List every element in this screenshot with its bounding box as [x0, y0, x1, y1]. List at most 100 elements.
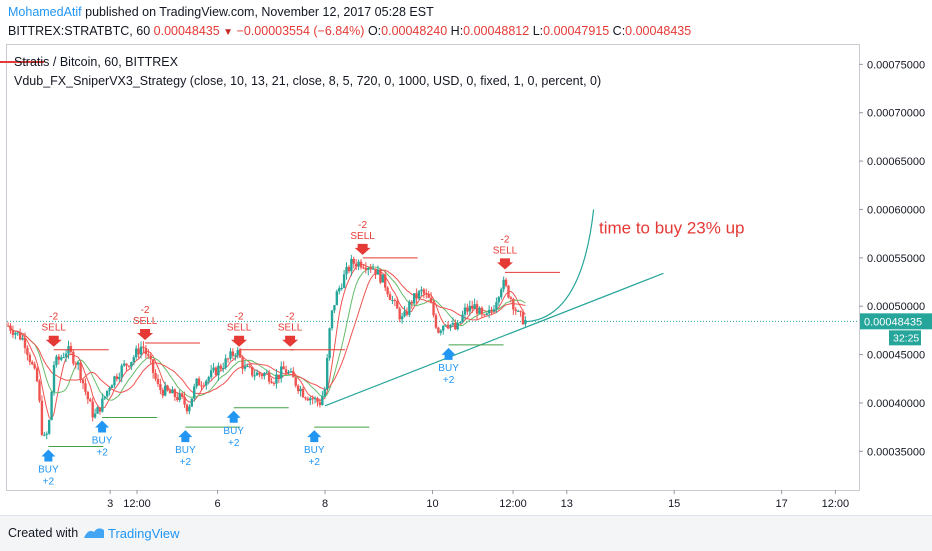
author-link[interactable]: MohamedAtif: [8, 5, 82, 19]
candle-body: [439, 330, 442, 333]
y-tick-label: 0.00065000: [867, 156, 925, 168]
candle-body: [398, 308, 401, 320]
candle-body: [287, 372, 290, 374]
candle-body: [176, 397, 179, 400]
candle-body: [38, 381, 41, 401]
chart-pane[interactable]: [6, 44, 860, 491]
candle-body: [193, 386, 196, 399]
candle-body: [400, 316, 404, 320]
sell-qty-label: -2: [358, 220, 367, 231]
candle-body: [267, 372, 271, 382]
candle-body: [456, 323, 459, 330]
candle-body: [183, 396, 186, 405]
candle-body: [161, 389, 164, 396]
candle-body: [309, 398, 312, 401]
candle-body: [432, 302, 435, 316]
candle-body: [197, 378, 201, 386]
candle-body: [318, 402, 322, 406]
strategy-label[interactable]: Vdub_FX_SniperVX3_Strategy (close, 10, 1…: [14, 74, 602, 88]
candle-body: [11, 330, 15, 335]
candle-body: [79, 362, 82, 380]
buy-qty-label: +2: [180, 457, 192, 468]
candle-body: [180, 393, 184, 397]
candle-body: [444, 324, 447, 326]
candle-body: [480, 307, 484, 315]
candle-body: [110, 385, 114, 389]
candle-body: [478, 307, 481, 314]
candle-body: [173, 389, 177, 398]
sell-qty-label: -2: [501, 234, 510, 245]
sell-arrow-icon: [496, 258, 513, 270]
candle-body: [219, 365, 223, 369]
price-change: −0.00003554 (−6.84%): [236, 24, 365, 38]
annotation-text: time to buy 23% up: [599, 219, 745, 238]
candle-body: [367, 268, 370, 270]
candle-body: [74, 363, 77, 365]
candle-body: [335, 291, 339, 306]
candle-body: [514, 309, 517, 312]
candle-body: [52, 365, 56, 392]
candle-body: [91, 401, 94, 418]
candle-body: [524, 319, 527, 325]
candle-body: [14, 333, 17, 335]
candle-body: [369, 268, 372, 270]
candle-body: [98, 407, 102, 412]
candle-body: [458, 322, 462, 324]
candle-body: [325, 358, 329, 390]
candle-body: [171, 389, 174, 394]
candle-body: [101, 398, 104, 412]
candle-body: [159, 383, 162, 390]
candle-body: [224, 358, 227, 368]
projection-curve: [526, 209, 595, 323]
y-tick-label: 0.00040000: [867, 398, 925, 410]
candle-body: [105, 390, 109, 397]
moving-average-line: [7, 263, 526, 421]
candle-body: [507, 285, 510, 298]
candle-body: [294, 377, 297, 386]
candle-body: [137, 348, 140, 355]
candle-body: [345, 266, 348, 275]
candle-body: [103, 396, 106, 399]
tradingview-brand[interactable]: TradingView: [108, 526, 180, 541]
candle-body: [23, 337, 27, 348]
y-tick-label: 0.00060000: [867, 204, 925, 216]
candle-body: [492, 309, 496, 312]
y-tick-label: 0.00045000: [867, 350, 925, 362]
y-tick-label: 0.00075000: [867, 59, 925, 71]
sell-qty-label: -2: [141, 305, 150, 316]
candle-body: [60, 357, 63, 360]
candle-body: [483, 314, 486, 316]
sell-label: SELL: [493, 245, 518, 256]
sell-label: SELL: [133, 316, 158, 327]
current-price-label: 0.00048435: [864, 316, 922, 328]
candle-body: [284, 369, 288, 373]
candle-body: [301, 388, 305, 398]
candle-body: [296, 385, 300, 392]
countdown-label: 32:25: [893, 332, 919, 344]
moving-average-line: [7, 269, 526, 395]
candle-body: [405, 311, 409, 315]
candle-body: [342, 274, 346, 288]
candle-body: [490, 309, 493, 312]
x-tick-label: 3: [107, 498, 113, 510]
candle-body: [422, 289, 426, 294]
candle-body: [328, 328, 331, 359]
candle-body: [330, 310, 334, 329]
x-tick-label: 10: [426, 498, 438, 510]
x-tick-label: 12:00: [499, 498, 527, 510]
candle-body: [57, 356, 61, 360]
candle-body: [304, 397, 307, 399]
candle-body: [168, 390, 172, 394]
candle-body: [357, 261, 360, 267]
candle-body: [255, 372, 259, 376]
published-text: published on TradingView.com, November 1…: [85, 5, 434, 19]
y-tick-label: 0.00035000: [867, 446, 925, 458]
candle-body: [209, 370, 213, 378]
sell-label: SELL: [278, 323, 303, 334]
buy-arrow-icon: [178, 430, 193, 443]
quote-line: BITTREX:STRATBTC, 60 0.00048435 ▼ −0.000…: [8, 24, 691, 38]
open-label: O:: [367, 24, 382, 38]
x-tick-label: 15: [668, 498, 680, 510]
candle-body: [40, 400, 44, 435]
